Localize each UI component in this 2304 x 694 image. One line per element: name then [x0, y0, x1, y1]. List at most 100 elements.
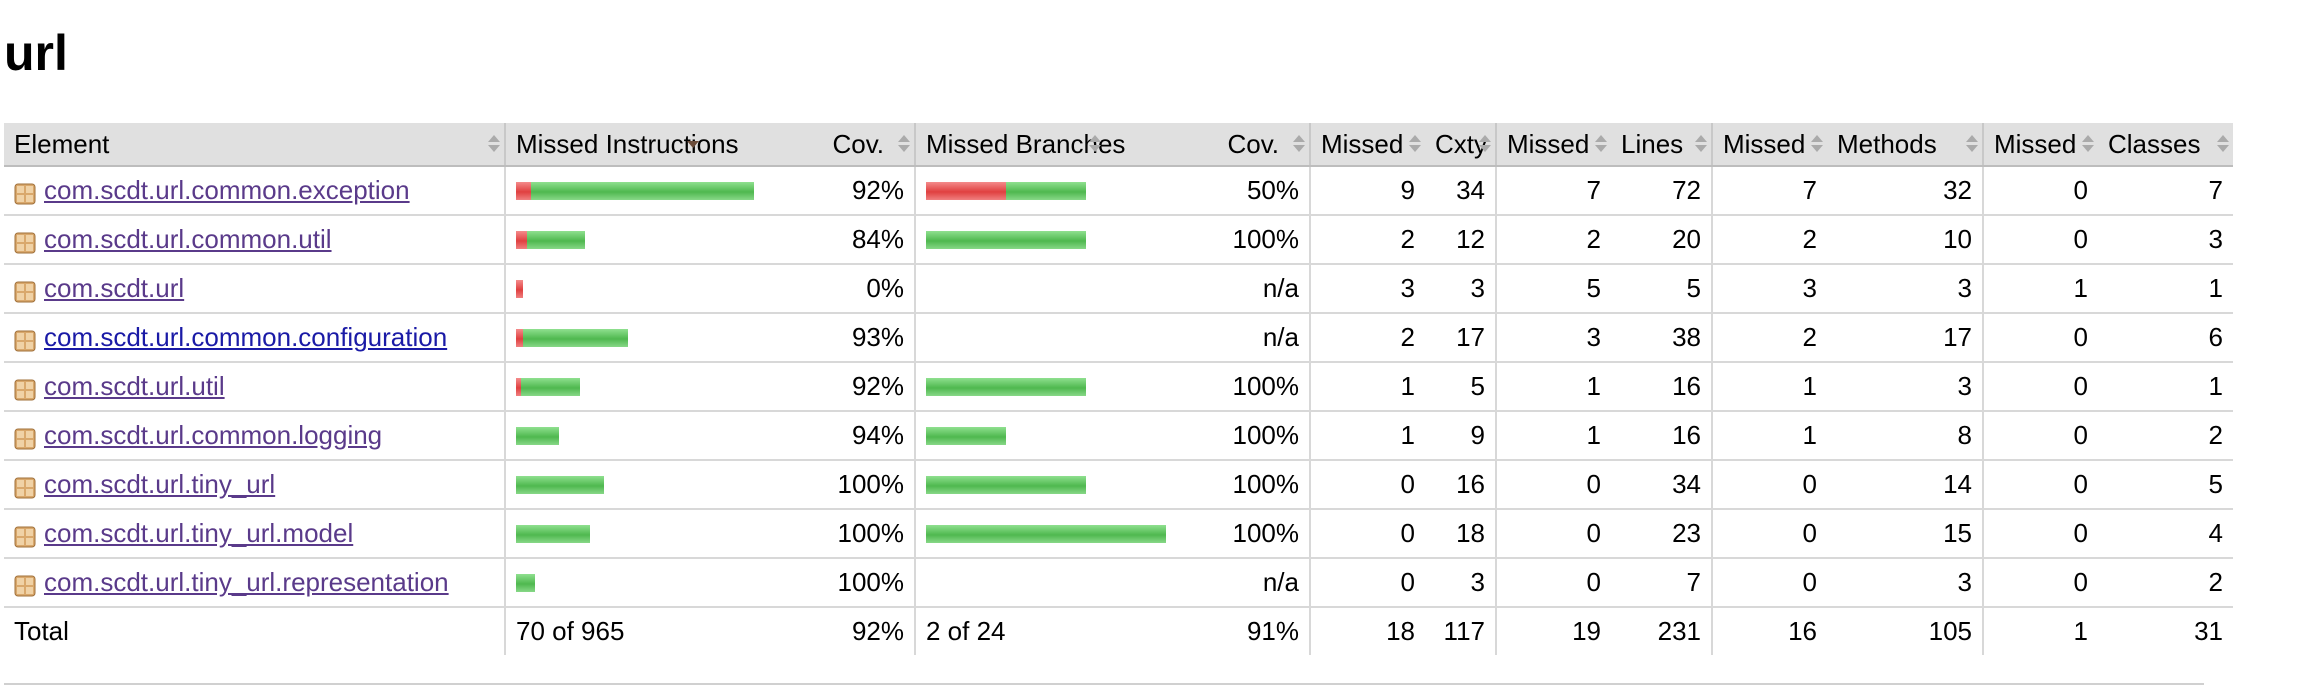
- header-element-label: Element: [14, 128, 110, 159]
- cov-instructions: 92%: [793, 362, 915, 412]
- missed-branches-bar-cell: [914, 313, 1191, 363]
- missed-branches-bar-cell: [914, 411, 1191, 461]
- cxty: 9: [1425, 411, 1496, 461]
- table-row: com.scdt.url.common.exception 92% 50% 9 34 7 7…: [4, 166, 2233, 216]
- cov-instructions: 92%: [793, 166, 915, 216]
- total-missed-cxty: 18: [1309, 607, 1425, 655]
- total-instructions: 70 of 965: [504, 607, 793, 655]
- header-cxty[interactable]: Cxty: [1425, 123, 1496, 167]
- covered-bar: [516, 524, 590, 543]
- table-row: com.scdt.url.tiny_url 100% 100% 0 16 0 34 0 14 0 5: [4, 460, 2233, 510]
- cov-branches: 100%: [1191, 215, 1310, 265]
- missed-instructions-bar-cell: [504, 460, 793, 510]
- total-classes: 31: [2194, 616, 2223, 646]
- missed-branches-bar-cell: [914, 264, 1191, 314]
- methods: 14: [1827, 460, 1983, 510]
- header-cov-instructions[interactable]: Cov.: [793, 123, 915, 167]
- package-link[interactable]: com.scdt.url.common.util: [44, 224, 332, 254]
- header-element[interactable]: Element: [4, 123, 505, 167]
- cov-branches: 50%: [1191, 166, 1310, 216]
- header-missed-branches[interactable]: Missed Branches: [914, 123, 1191, 167]
- missed-methods: 2: [1711, 313, 1827, 363]
- header-missed-classes[interactable]: Missed: [1982, 123, 2098, 167]
- package-icon: [14, 524, 36, 548]
- branches-bar: [926, 230, 1181, 249]
- cov-branches: n/a: [1191, 313, 1310, 363]
- total-branches: 2 of 24: [914, 607, 1191, 655]
- total-methods: 105: [1928, 616, 1972, 646]
- branches-bar: [926, 426, 1181, 445]
- header-missed-cxty-label: Missed: [1321, 128, 1404, 159]
- package-icon: [14, 328, 36, 352]
- package-link[interactable]: com.scdt.url.util: [44, 371, 225, 401]
- sort-desc-icon: [687, 135, 699, 153]
- missed-instructions-bar-cell: [504, 313, 793, 363]
- missed-classes: 0: [1982, 411, 2098, 461]
- package-icon: [14, 426, 36, 450]
- missed-cxty: 1: [1309, 362, 1425, 412]
- page-title: url: [4, 25, 68, 81]
- missed-methods: 0: [1711, 460, 1827, 510]
- package-link[interactable]: com.scdt.url.common.exception: [44, 175, 410, 205]
- missed-lines: 0: [1495, 460, 1611, 510]
- header-classes[interactable]: Classes: [2098, 123, 2233, 167]
- missed-classes: 0: [1982, 509, 2098, 559]
- header-missed-lines[interactable]: Missed: [1495, 123, 1611, 167]
- missed-lines: 3: [1495, 313, 1611, 363]
- missed-branches-bar-cell: [914, 166, 1191, 216]
- covered-bar: [516, 426, 559, 445]
- missed-methods: 1: [1711, 411, 1827, 461]
- header-classes-label: Classes: [2108, 128, 2201, 159]
- lines: 38: [1611, 313, 1712, 363]
- instructions-bar: [516, 475, 783, 494]
- missed-bar: [516, 377, 521, 396]
- methods: 10: [1827, 215, 1983, 265]
- header-lines[interactable]: Lines: [1611, 123, 1712, 167]
- covered-bar: [926, 475, 1086, 494]
- package-link[interactable]: com.scdt.url.tiny_url.model: [44, 518, 354, 548]
- missed-methods: 1: [1711, 362, 1827, 412]
- package-link[interactable]: com.scdt.url.common.logging: [44, 420, 383, 450]
- package-icon: [14, 573, 36, 597]
- methods: 32: [1827, 166, 1983, 216]
- header-missed-instructions[interactable]: Missed Instructions: [504, 123, 793, 167]
- missed-lines: 7: [1495, 166, 1611, 216]
- table-row: com.scdt.url.common.util 84% 100% 2 12 2 20 2 10…: [4, 215, 2233, 265]
- package-link[interactable]: com.scdt.url.tiny_url: [44, 469, 276, 499]
- table-row: com.scdt.url.common.configuration 93% n/a 2…: [4, 313, 2233, 363]
- cxty: 18: [1425, 509, 1496, 559]
- table-row: com.scdt.url.common.logging 94% 100% 1 9 1 16 1…: [4, 411, 2233, 461]
- cxty: 3: [1425, 264, 1496, 314]
- missed-instructions-bar-cell: [504, 166, 793, 216]
- instructions-bar: [516, 181, 783, 200]
- missed-cxty: 0: [1309, 509, 1425, 559]
- classes: 2: [2098, 558, 2233, 608]
- total-row: Total 70 of 965 92% 2 of 24 91% 18 117 1…: [4, 607, 2233, 655]
- cov-instructions: 0%: [793, 264, 915, 314]
- missed-classes: 1: [1982, 264, 2098, 314]
- missed-branches-bar-cell: [914, 215, 1191, 265]
- classes: 1: [2098, 264, 2233, 314]
- sort-icon: [2217, 135, 2229, 153]
- total-missed-methods: 16: [1711, 607, 1827, 655]
- classes: 6: [2098, 313, 2233, 363]
- header-missed-cxty[interactable]: Missed: [1309, 123, 1425, 167]
- table-row: com.scdt.url 0% n/a 3 3 5 5 3 3 1 1: [4, 264, 2233, 314]
- header-row: Element Missed Instructions Cov. Missed …: [4, 123, 2233, 167]
- missed-methods: 3: [1711, 264, 1827, 314]
- header-missed-methods[interactable]: Missed: [1711, 123, 1827, 167]
- cov-instructions: 100%: [793, 509, 915, 559]
- package-link[interactable]: com.scdt.url.tiny_url.representation: [44, 567, 449, 597]
- lines: 72: [1611, 166, 1712, 216]
- element-cell: com.scdt.url.common.configuration: [4, 313, 505, 363]
- missed-classes: 0: [1982, 313, 2098, 363]
- missed-lines: 5: [1495, 264, 1611, 314]
- missed-methods: 2: [1711, 215, 1827, 265]
- covered-bar: [531, 181, 754, 200]
- package-link[interactable]: com.scdt.url: [44, 273, 185, 303]
- header-methods[interactable]: Methods: [1827, 123, 1983, 167]
- missed-cxty: 2: [1309, 313, 1425, 363]
- missed-instructions-bar-cell: [504, 411, 793, 461]
- header-cov-branches[interactable]: Cov.: [1191, 123, 1310, 167]
- package-link[interactable]: com.scdt.url.common.configuration: [44, 322, 448, 352]
